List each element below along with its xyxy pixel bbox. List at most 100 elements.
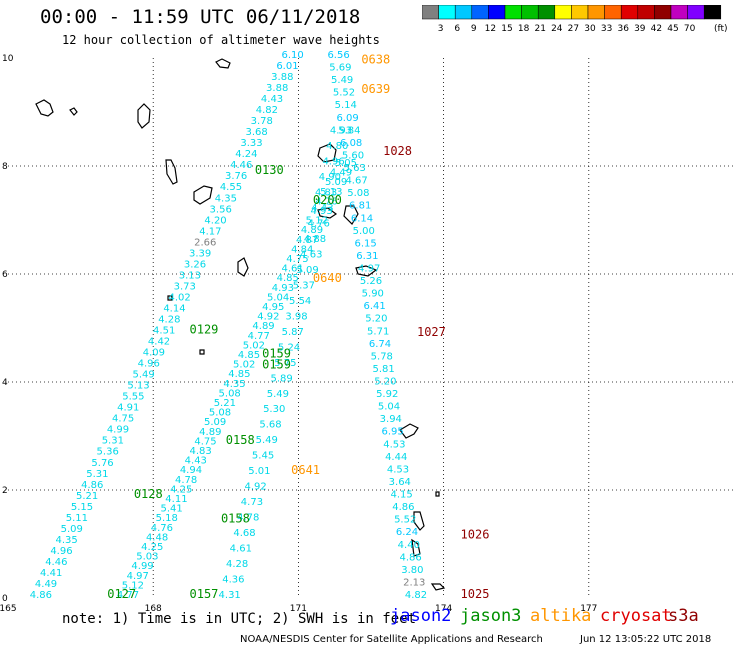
island-outline [69,107,78,116]
pass-time-label: 1028 [383,144,412,158]
wave-height-label: 5.24 [278,342,300,353]
wave-height-label: 4.48 [146,532,168,543]
generation-timestamp: Jun 12 13:05:22 UTC 2018 [580,634,712,645]
wave-height-label: 3.13 [179,270,201,281]
colorbar-tick-label: 6 [454,24,460,34]
wave-height-label: 2.66 [194,237,216,248]
pass-time-label: 0638 [361,52,390,66]
y-tick-label: 8 [2,162,8,172]
wave-height-label: 4.87 [296,235,318,246]
wave-height-label: 3.88 [266,83,288,94]
wave-height-label: 4.53 [387,464,409,475]
pass-time-label: 0200 [313,193,342,207]
wave-height-label: 4.93 [272,283,294,294]
colorbar-swatch [703,5,722,20]
wave-height-label: 6.08 [340,138,362,149]
satellite-legend-s3a: s3a [668,606,699,626]
wave-height-label: 6.09 [336,113,358,124]
wave-height-label: 4.28 [226,559,248,570]
wave-height-label: 5.13 [127,381,149,392]
wave-height-label: 5.41 [160,504,182,515]
wave-height-label: 4.75 [194,436,216,447]
wave-height-label: 5.26 [360,276,382,287]
island-outline [193,185,213,205]
colorbar-tick-label: 70 [684,24,696,34]
wave-height-label: 3.33 [240,138,262,149]
wave-height-label: 6.15 [354,238,376,249]
wave-height-label: 4.96 [50,546,72,557]
wave-height-label: 4.99 [131,561,153,572]
wave-height-label: 5.52 [394,515,416,526]
colorbar-tick-label: 39 [634,24,646,34]
wave-height-label: 5.14 [335,100,357,111]
wave-height-label: 4.49 [35,579,57,590]
island-outline [317,143,337,163]
wave-height-label: 5.09 [296,265,318,276]
island-outline [413,511,425,531]
wave-height-label: 5.08 [219,388,241,399]
wave-height-label: 4.14 [163,303,185,314]
wave-height-label: 5.20 [365,314,387,325]
wave-height-label: 6.74 [369,339,391,350]
wave-height-label: 4.93 [330,126,352,137]
wave-height-label: 5.02 [243,340,265,351]
wave-height-label: 5.87 [282,327,304,338]
wave-height-label: 5.92 [376,389,398,400]
wave-height-label: 5.49 [256,435,278,446]
wave-height-label: 4.67 [345,176,367,187]
wave-height-label: 4.89 [252,321,274,332]
wave-height-label: 4.86 [30,590,52,601]
wave-height-label: 4.51 [153,326,175,337]
track-0638: 6.565.695.495.525.146.095.846.085.605.63… [327,50,427,601]
pass-time-label: 0158 [226,433,255,447]
x-tick-label: 171 [290,604,307,614]
wave-height-label: 5.30 [263,404,285,415]
wave-height-label: 4.73 [241,497,263,508]
wave-height-label: 5.04 [378,402,400,413]
x-tick-label: 174 [435,604,452,614]
wave-height-label: 4.86 [399,552,421,563]
pass-time-label: 0157 [190,587,219,601]
wave-height-label: 3.78 [251,116,273,127]
wave-height-label: 4.46 [230,160,252,171]
wave-height-label: 5.08 [347,188,369,199]
wave-height-label: 4.25 [141,542,163,553]
wave-height-label: 3.88 [271,72,293,83]
pass-time-label: 1025 [461,587,490,601]
pass-time-label: 0158 [221,511,250,525]
colorbar-tick-label: 21 [534,24,545,34]
wave-height-label: 6.56 [327,50,349,61]
island-outline [343,205,359,225]
wave-height-label: 4.44 [385,452,407,463]
satellite-legend-jason2: jason2 [390,606,452,626]
colorbar-tick-label: 36 [617,24,629,34]
wave-height-label: 4.85 [228,369,250,380]
colorbar-tick-label: 27 [568,24,579,34]
wave-height-label: 5.68 [259,420,281,431]
pass-time-label: 0129 [190,322,219,336]
pass-time-label: 0128 [134,487,163,501]
wave-height-label: 3.73 [174,281,196,292]
wave-height-label: 5.09 [204,417,226,428]
wave-height-label: 3.26 [184,259,206,270]
wave-height-label: 5.31 [102,436,124,447]
wave-height-label: 3.64 [389,477,411,488]
wave-height-label: 4.53 [383,439,405,450]
wave-height-label: 4.77 [117,590,139,601]
wave-height-label: 4.94 [180,465,202,476]
colorbar-tick-label: 3 [438,24,444,34]
wave-height-label: 4.42 [148,337,170,348]
pass-time-label: 0159 [262,347,291,361]
satellite-legend-jason3: jason3 [460,606,522,626]
wave-height-label: 5.00 [353,226,375,237]
wave-height-label: 4.25 [170,484,192,495]
wave-height-label: 5.21 [214,398,236,409]
wave-height-label: 5.18 [156,513,178,524]
wave-height-label: 4.85 [238,350,260,361]
wave-height-label: 5.49 [133,370,155,381]
wave-height-label: 4.76 [151,523,173,534]
wave-height-label: 5.15 [71,502,93,513]
island-outlines [35,58,446,591]
